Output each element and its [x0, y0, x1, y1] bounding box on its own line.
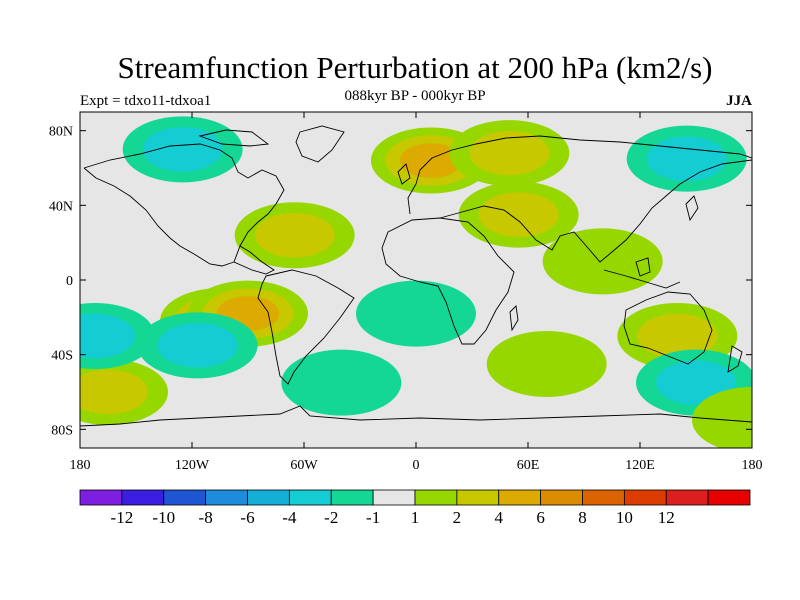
- anomaly-center: [449, 120, 570, 187]
- experiment-label: Expt = tdxo11-tdxoa1: [80, 93, 212, 109]
- colorbar-swatch: [540, 489, 583, 506]
- colorbar-swatch: [330, 489, 374, 506]
- anomaly-contour: [478, 192, 559, 237]
- anomaly-contour: [486, 331, 607, 397]
- anomaly-contour: [157, 323, 238, 368]
- x-tick-label: 180: [70, 458, 91, 473]
- colorbar-swatch: [163, 489, 207, 506]
- x-tick-label: 60W: [290, 458, 318, 473]
- anomaly-center: [626, 125, 747, 192]
- anomaly-contour: [692, 387, 752, 448]
- anomaly-contour: [469, 130, 550, 176]
- y-axis: 80N 40N 0 40S 80S: [49, 125, 752, 438]
- colorbar-label: -10: [152, 508, 175, 527]
- anomaly-center: [122, 116, 243, 183]
- anomaly-contour: [281, 349, 402, 416]
- anomaly-center: [542, 228, 663, 295]
- colorbar-label: -6: [240, 508, 254, 527]
- y-tick-label: 80N: [49, 125, 73, 140]
- page-title: Streamfunction Perturbation at 200 hPa (…: [117, 50, 713, 85]
- colorbar-swatch: [456, 489, 500, 506]
- anomaly-center: [281, 349, 402, 416]
- colorbar-label: -1: [366, 508, 380, 527]
- colorbar-label: -2: [324, 508, 338, 527]
- colorbar-swatch: [205, 489, 248, 506]
- colorbar-label: 12: [658, 508, 675, 527]
- colorbar-swatch: [121, 489, 165, 506]
- anomaly-center: [80, 303, 155, 369]
- colorbar-swatch: [498, 489, 542, 506]
- y-tick-label: 40N: [49, 199, 73, 214]
- colorbar-swatch: [79, 489, 123, 506]
- anomaly-contour: [637, 313, 718, 359]
- x-tick-label: 0: [413, 458, 420, 473]
- anomaly-center: [486, 331, 607, 397]
- anomaly-contour: [646, 136, 727, 181]
- colorbar-label: 1: [411, 508, 420, 527]
- x-tick-label: 120E: [625, 458, 655, 473]
- anomaly-center: [356, 280, 476, 347]
- anomaly-center: [137, 312, 258, 379]
- x-tick-label: 180: [742, 458, 763, 473]
- time-range-label: 088kyr BP - 000kyr BP: [344, 88, 486, 104]
- colorbar-swatch: [707, 489, 751, 506]
- anomaly-center: [692, 387, 752, 448]
- season-label: JJA: [726, 93, 752, 109]
- colorbar-label: 8: [578, 508, 587, 527]
- colorbar-swatch: [372, 489, 416, 506]
- colorbar-label: 2: [453, 508, 462, 527]
- anomaly-contour: [254, 212, 335, 258]
- anomaly-contour: [142, 127, 223, 172]
- colorbar: -12 -10 -8 -6 -4 -2 -1 1 2 4 6 8 10 12: [79, 489, 751, 527]
- x-tick-label: 120W: [175, 458, 210, 473]
- colorbar-label: 10: [616, 508, 633, 527]
- y-tick-label: 80S: [51, 423, 73, 438]
- x-tick-label: 60E: [517, 458, 540, 473]
- colorbar-label: -4: [282, 508, 297, 527]
- anomaly-field: [80, 116, 752, 448]
- anomaly-contour: [80, 313, 135, 359]
- anomaly-center: [80, 359, 168, 425]
- anomaly-contour: [542, 228, 663, 295]
- anomaly-center: [234, 202, 355, 269]
- colorbar-swatch: [582, 489, 625, 506]
- colorbar-swatch: [288, 489, 332, 506]
- y-tick-label: 0: [66, 274, 73, 289]
- colorbar-swatch: [665, 489, 709, 506]
- coastlines: [80, 125, 752, 427]
- colorbar-label: -12: [111, 508, 134, 527]
- colorbar-swatch: [623, 489, 667, 506]
- anomaly-contour: [80, 369, 148, 415]
- x-axis: 180 120W 60W 0 60E 120E 180: [70, 112, 763, 473]
- anomaly-contour: [356, 280, 476, 347]
- anomaly-center: [458, 181, 579, 248]
- y-tick-label: 40S: [51, 349, 73, 364]
- colorbar-swatch: [414, 489, 458, 506]
- colorbar-label: 6: [536, 508, 545, 527]
- colorbar-label: 4: [495, 508, 504, 527]
- colorbar-swatch: [247, 489, 290, 506]
- colorbar-label: -8: [199, 508, 213, 527]
